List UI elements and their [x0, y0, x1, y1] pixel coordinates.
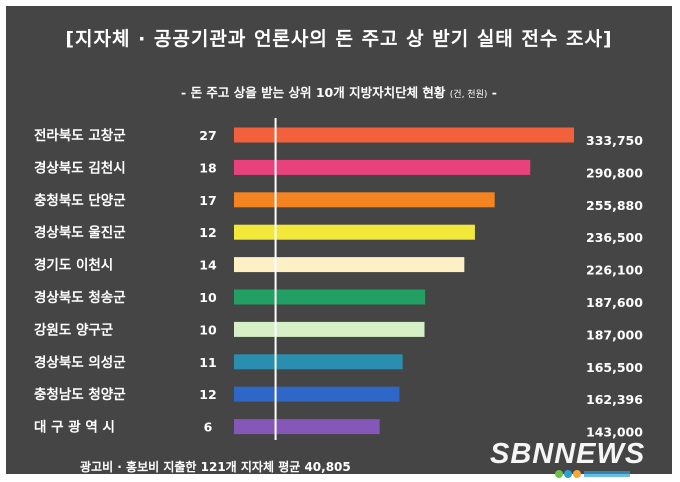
- count-label: 14: [199, 258, 217, 273]
- category-label: 경기도 이천시: [34, 257, 113, 274]
- count-label: 17: [199, 193, 216, 208]
- subtitle-unit: (건, 천원): [449, 90, 488, 100]
- category-label: 전라북도 고창군: [34, 127, 126, 144]
- count-label: 12: [199, 225, 216, 240]
- count-label: 18: [199, 160, 216, 175]
- count-label: 10: [199, 290, 217, 305]
- category-label: 강원도 양구군: [34, 321, 114, 338]
- value-label: 290,800: [586, 165, 643, 180]
- bar: [234, 224, 475, 240]
- watermark-logo: SBNNEWS: [490, 438, 646, 470]
- value-label: 143,000: [586, 425, 643, 440]
- value-label: 187,000: [586, 327, 643, 342]
- subtitle-text: - 돈 주고 상을 받는 상위 10개 지방자치단체 현황: [181, 85, 446, 100]
- bar: [234, 419, 380, 435]
- category-label: 경상북도 의성군: [34, 354, 126, 371]
- category-label: 경상북도 김천시: [34, 159, 126, 176]
- chart-title: [지자체 · 공공기관과 언론사의 돈 주고 상 받기 실태 전수 조사]: [65, 28, 613, 50]
- value-label: 333,750: [586, 133, 643, 148]
- chart-subtitle: - 돈 주고 상을 받는 상위 10개 지방자치단체 현황 (건, 천원) -: [6, 82, 672, 101]
- category-label: 경상북도 청송군: [34, 289, 126, 306]
- category-label: 충청북도 단양군: [34, 192, 126, 209]
- bar: [234, 159, 531, 175]
- category-label: 대 구 광 역 시: [34, 419, 115, 436]
- average-note: 광고비 · 홍보비 지출한 121개 지자체 평균 40,805: [80, 460, 351, 474]
- subtitle-dash: -: [491, 85, 497, 100]
- bar: [234, 127, 574, 143]
- value-label: 255,880: [586, 198, 643, 213]
- count-label: 11: [199, 355, 216, 370]
- value-label: 165,500: [586, 360, 643, 375]
- bar: [234, 257, 465, 273]
- bar: [234, 386, 400, 402]
- category-label: 충청남도 청양군: [34, 386, 126, 403]
- watermark-dots: [555, 470, 630, 478]
- count-label: 6: [204, 420, 213, 435]
- value-label: 162,396: [586, 392, 643, 407]
- count-label: 10: [199, 322, 217, 337]
- bar: [234, 354, 403, 370]
- bar: [234, 192, 495, 208]
- value-label: 187,600: [586, 295, 643, 310]
- bar: [234, 321, 425, 337]
- bar: [234, 289, 426, 305]
- count-label: 12: [199, 387, 216, 402]
- value-label: 236,500: [586, 230, 643, 245]
- count-label: 27: [199, 128, 216, 143]
- category-label: 경상북도 울진군: [34, 224, 126, 241]
- value-label: 226,100: [586, 263, 643, 278]
